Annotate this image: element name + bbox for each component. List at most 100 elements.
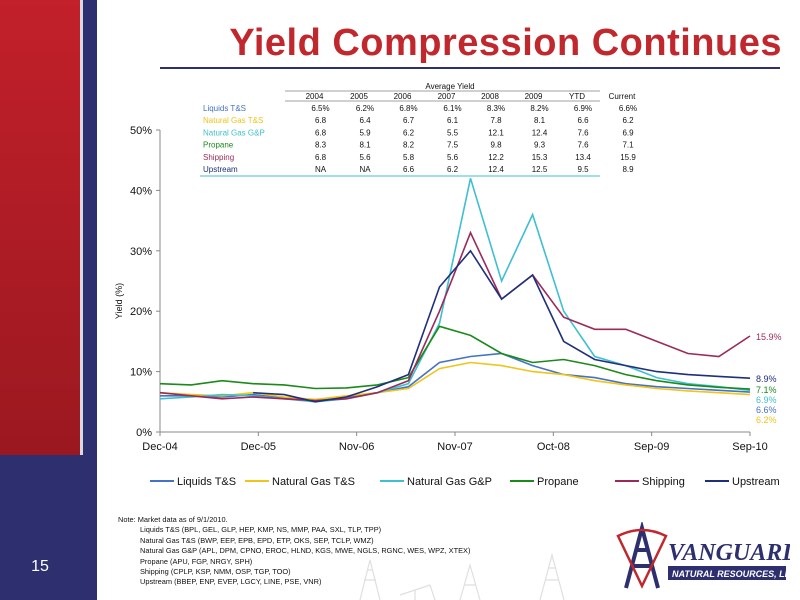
table-cell: 7.1 <box>622 141 634 150</box>
table-cell: 5.6 <box>359 153 371 162</box>
table-cell: 6.2% <box>356 104 374 113</box>
derrick-icon <box>624 522 660 589</box>
table-cell: NA <box>315 165 327 174</box>
table-cell: 8.3% <box>487 104 505 113</box>
logo-sub: NATURAL RESOURCES, LLC <box>672 569 790 579</box>
table-cell: 15.9 <box>620 153 636 162</box>
table-cell: 12.1 <box>488 128 504 137</box>
table-cell: 5.5 <box>447 128 459 137</box>
table-cell: 5.6 <box>447 153 459 162</box>
y-tick-label: 20% <box>130 306 152 318</box>
y-tick-label: 10% <box>130 367 152 379</box>
table-cell: 6.7 <box>403 116 415 125</box>
legend-label: Upstream <box>732 476 780 488</box>
table-cell: 8.3 <box>315 141 327 150</box>
notes-line: Propane (APU, FGP, NRGY, SPH) <box>140 556 253 566</box>
oil-derrick-background-image <box>359 552 565 600</box>
table-cell: 9.8 <box>490 141 502 150</box>
table-cell: 6.6 <box>403 165 415 174</box>
table-cell: 8.2 <box>403 141 415 150</box>
table-caption: Average Yield <box>425 82 474 91</box>
table-cell: 6.2 <box>447 165 459 174</box>
table-header: 2006 <box>394 92 412 101</box>
legend-label: Liquids T&S <box>177 476 236 488</box>
market-notes: Note: Market data as of 9/1/2010. Liquid… <box>118 515 470 588</box>
table-cell: 8.2% <box>530 104 548 113</box>
table-cell: 5.9 <box>359 128 371 137</box>
table-cell: 6.1 <box>447 116 459 125</box>
table-header: 2004 <box>306 92 324 101</box>
table-cell: 6.1% <box>443 104 461 113</box>
table-cell: 6.6% <box>619 104 637 113</box>
table-header: 2008 <box>481 92 499 101</box>
table-cell: NA <box>359 165 371 174</box>
x-tick-label: Nov-06 <box>339 441 374 453</box>
table-row-label: Propane <box>203 141 234 150</box>
notes-heading: Note: Market data as of 9/1/2010. <box>118 515 228 524</box>
table-cell: 12.4 <box>532 128 548 137</box>
table-header: 2007 <box>438 92 456 101</box>
series-line <box>253 249 751 403</box>
table-cell: 13.4 <box>575 153 591 162</box>
x-tick-label: Oct-08 <box>537 441 570 453</box>
table-cell: 12.4 <box>488 165 504 174</box>
table-cell: 7.6 <box>577 141 589 150</box>
notes-line: Natural Gas G&P (APL, DPM, CPNO, EROC, H… <box>140 546 471 556</box>
series-end-label: 8.9% <box>756 374 777 384</box>
table-cell: 7.8 <box>490 116 502 125</box>
legend-label: Natural Gas G&P <box>407 476 492 488</box>
table-cell: 8.9 <box>622 165 634 174</box>
slide-title: Yield Compression Continues <box>229 22 782 64</box>
notes-line: Natural Gas T&S (BWP, EEP, EPB, EPD, ETP… <box>140 535 374 545</box>
table-cell: 6.5% <box>311 104 329 113</box>
x-tick-label: Dec-04 <box>142 441 177 453</box>
table-cell: 6.8 <box>315 116 327 125</box>
yield-chart: 0% 10% 20% 30% 40% 50% Yield (%) Dec-04 Dec-05 No… <box>114 82 782 488</box>
y-tick-label: 30% <box>130 246 152 258</box>
table-cell: 6.2 <box>622 116 634 125</box>
table-row-label: Liquids T&S <box>203 104 246 113</box>
table-cell: 9.3 <box>534 141 546 150</box>
series-end-label: 6.6% <box>756 405 777 415</box>
table-cell: 6.6 <box>577 116 589 125</box>
table-cell: 5.8 <box>403 153 415 162</box>
table-header: 2009 <box>525 92 543 101</box>
y-tick-label: 0% <box>136 427 152 439</box>
logo-name: VANGUARD <box>668 540 790 566</box>
legend-label: Propane <box>537 476 579 488</box>
table-header: 2005 <box>350 92 368 101</box>
table-cell: 6.8 <box>315 128 327 137</box>
table-cell: 8.1 <box>534 116 546 125</box>
table-cell: 15.3 <box>532 153 548 162</box>
table-cell: 6.8% <box>399 104 417 113</box>
table-row-label: Natural Gas G&P <box>203 128 265 137</box>
series-line <box>159 178 751 403</box>
notes-line: Upstream (BBEP, ENP, EVEP, LGCY, LINE, P… <box>140 577 322 587</box>
vanguard-logo: VANGUARD NATURAL RESOURCES, LLC <box>616 522 790 589</box>
series-end-label: 7.1% <box>756 385 777 395</box>
table-row-label: Natural Gas T&S <box>203 116 263 125</box>
legend-label: Natural Gas T&S <box>272 476 355 488</box>
series-line <box>159 230 751 402</box>
notes-line: Liquids T&S (BPL, GEL, GLP, HEP, KMP, NS… <box>140 525 382 535</box>
table-row-label: Shipping <box>203 153 234 162</box>
series-end-label: 6.2% <box>756 415 777 425</box>
y-tick-label: 50% <box>130 125 152 137</box>
x-tick-label: Nov-07 <box>437 441 472 453</box>
title-rule <box>160 67 780 69</box>
table-cell: 8.1 <box>359 141 371 150</box>
x-tick-label: Sep-09 <box>634 441 669 453</box>
table-cell: 9.5 <box>577 165 589 174</box>
series-end-label: 15.9% <box>756 332 782 342</box>
y-axis-label: Yield (%) <box>114 283 124 319</box>
table-cell: 7.6 <box>577 128 589 137</box>
slide-number: 15 <box>31 558 49 575</box>
table-cell: 6.2 <box>403 128 415 137</box>
sidebar-red-band <box>0 0 80 455</box>
series-line <box>160 352 751 402</box>
legend-label: Shipping <box>642 476 685 488</box>
table-cell: 6.9 <box>622 128 634 137</box>
notes-line: Shipping (CPLP, KSP, NMM, OSP, TGP, TOO) <box>140 567 291 577</box>
x-tick-label: Dec-05 <box>241 441 276 453</box>
table-header: Current <box>609 92 636 101</box>
